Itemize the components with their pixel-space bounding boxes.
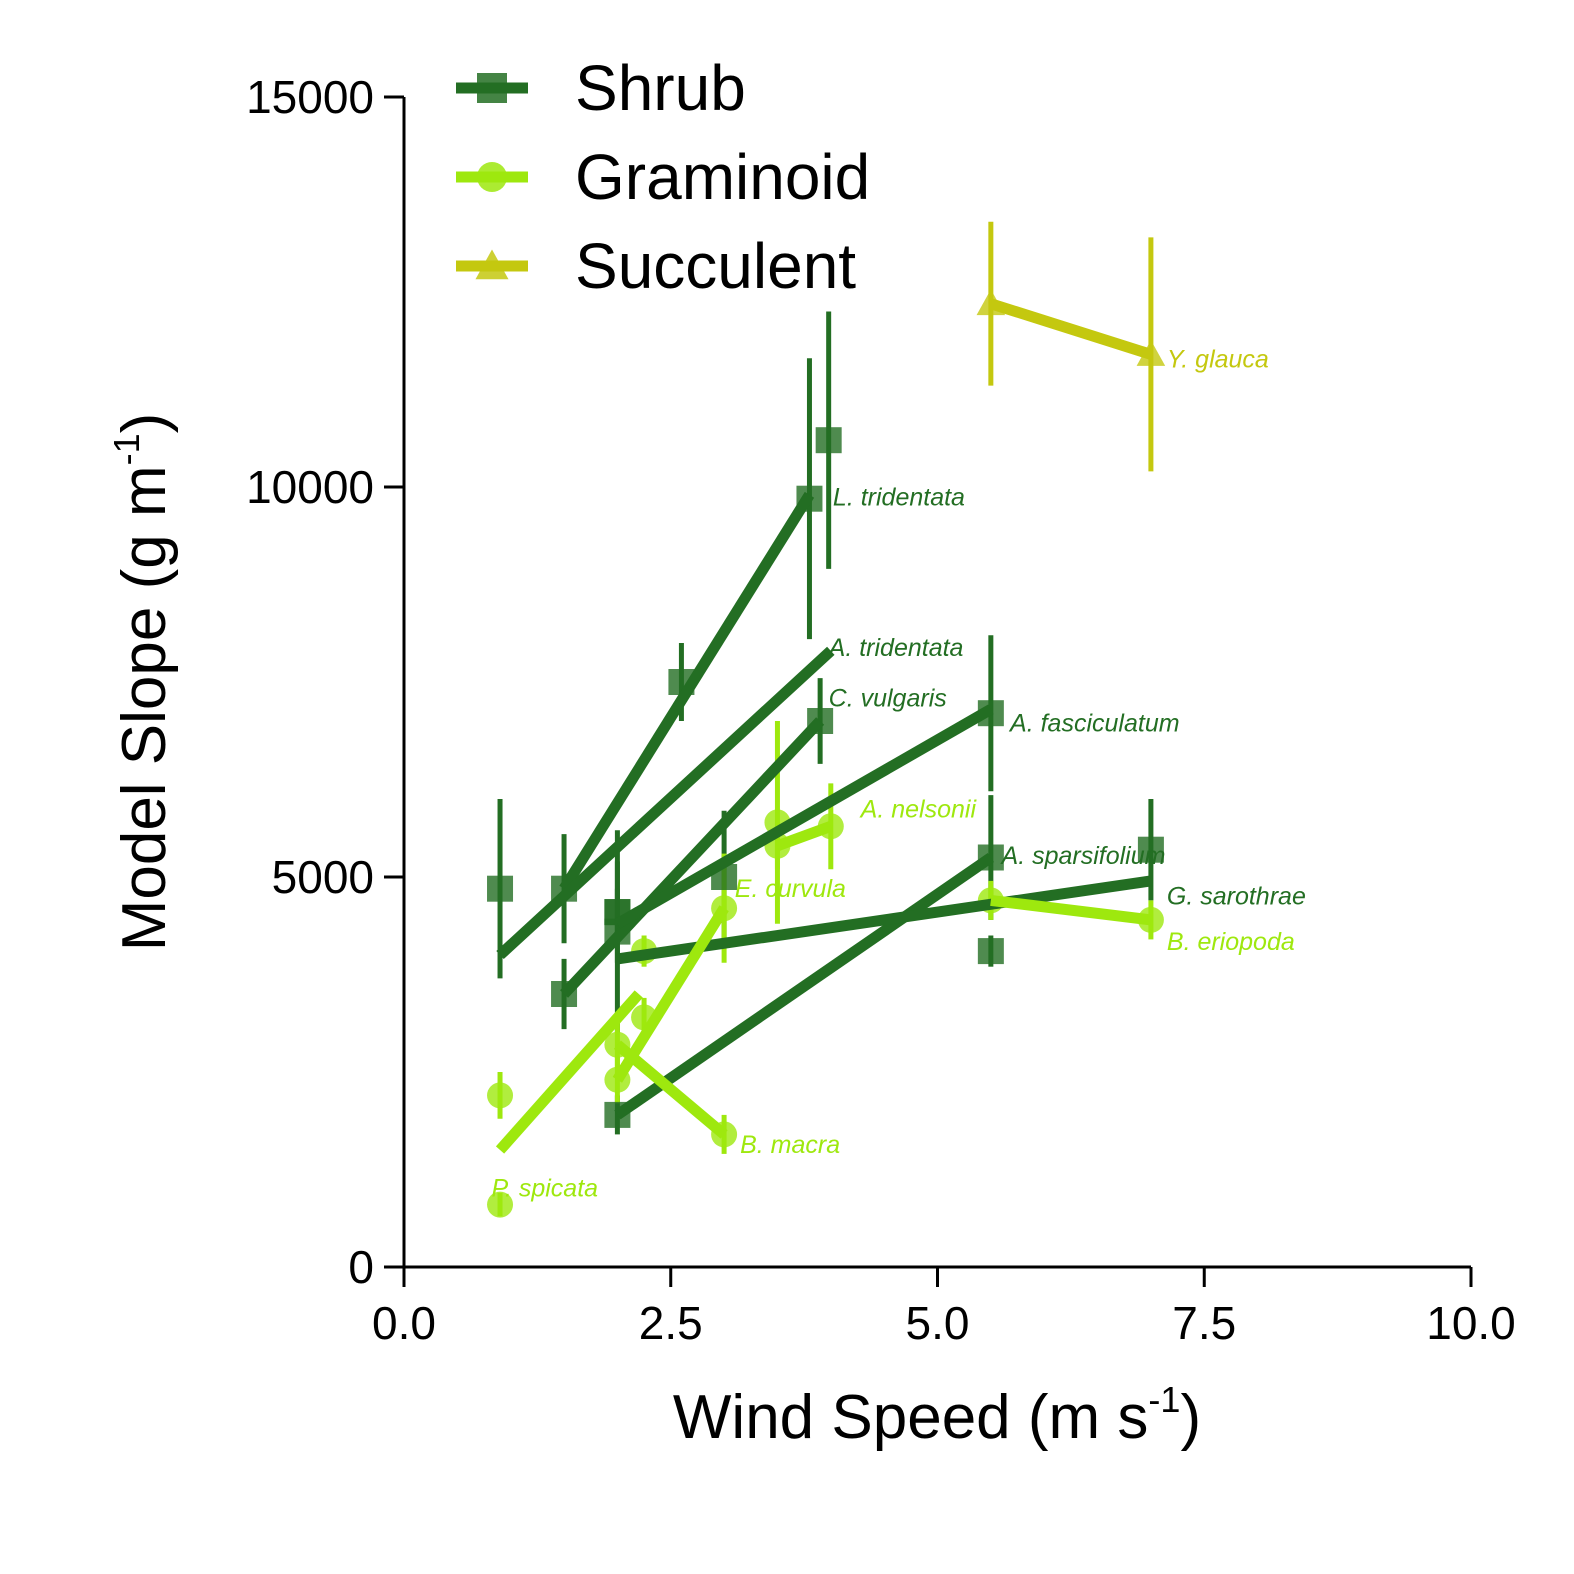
legend-marker-shrub: [477, 73, 507, 103]
species-label-c-vulgaris: C. vulgaris: [829, 685, 947, 713]
y-axis-title-sup: -1: [106, 433, 147, 465]
y-tick-label: 10000: [246, 461, 374, 513]
species-label-p-spicata: P. spicata: [491, 1174, 598, 1202]
fit-line-e-curvula: [612, 905, 729, 1083]
fit-line-b-eriopoda: [990, 894, 1152, 926]
point-g-sarothrae: [977, 938, 1004, 965]
species-label-a-tridentata: A. tridentata: [827, 634, 964, 662]
legend-item-succulent: Succulent: [456, 230, 856, 302]
x-axis-title-main: Wind Speed (m s: [673, 1383, 1149, 1452]
point-p-spicata: [487, 1082, 514, 1109]
species-label-b-eriopoda: B. eriopoda: [1167, 928, 1295, 956]
fit-line-b-macra: [613, 1040, 728, 1139]
legend-label-shrub: Shrub: [575, 52, 746, 124]
y-tick-label: 5000: [272, 851, 374, 903]
fit-line-a-sparsifolium: [614, 852, 994, 1120]
fit-line-a-tridentata: [496, 646, 835, 960]
point-l-tridentata: [815, 427, 842, 454]
species-label-l-tridentata: L. tridentata: [833, 483, 965, 511]
fit-line-p-spicata: [495, 990, 643, 1154]
fit-line-a-fasciculatum: [614, 704, 994, 929]
legend-label-succulent: Succulent: [575, 230, 856, 302]
legend: Shrub Graminoid Succulent: [456, 52, 870, 302]
markers: [487, 289, 1166, 1218]
legend-marker-graminoid: [477, 162, 507, 192]
x-axis-title-sup: -1: [1148, 1379, 1180, 1420]
species-labels: L. tridentata A. tridentata C. vulgaris A. …: [491, 345, 1305, 1202]
legend-label-graminoid: Graminoid: [575, 141, 870, 213]
x-ticks: 0.0 2.5 5.0 7.5 10.0: [372, 1267, 1516, 1349]
species-label-y-glauca: Y. glauca: [1167, 345, 1269, 373]
y-tick-label: 0: [348, 1241, 374, 1293]
species-label-g-sarothrae: G. sarothrae: [1167, 883, 1306, 911]
x-axis-title: Wind Speed (m s-1): [673, 1379, 1201, 1452]
fit-line-l-tridentata: [559, 491, 815, 892]
point-a-tridentata: [487, 875, 514, 902]
x-axis-title-close: ): [1180, 1383, 1201, 1452]
species-label-e-curvula: E. curvula: [735, 875, 846, 903]
x-tick-label: 7.5: [1172, 1297, 1236, 1349]
fit-lines: [495, 298, 1153, 1154]
species-label-a-sparsifolium: A. sparsifolium: [1000, 842, 1166, 870]
fit-line-a-nelsonii: [775, 821, 833, 851]
y-ticks: 0 5000 10000 15000: [246, 71, 404, 1293]
y-tick-label: 15000: [246, 71, 374, 123]
y-axis-title-main: Model Slope (g m: [110, 465, 179, 951]
axes: 0 5000 10000 15000 0.0 2.5 5.0 7.5 10.0: [246, 71, 1516, 1349]
x-tick-label: 2.5: [639, 1297, 703, 1349]
x-tick-label: 10.0: [1426, 1297, 1516, 1349]
y-axis-title-close: ): [110, 413, 179, 434]
fit-line-y-glauca: [989, 298, 1153, 360]
fit-line-c-vulgaris: [560, 717, 825, 998]
x-tick-label: 5.0: [906, 1297, 970, 1349]
species-label-a-nelsonii: A. nelsonii: [859, 795, 978, 823]
x-tick-label: 0.0: [372, 1297, 436, 1349]
legend-item-shrub: Shrub: [456, 52, 746, 124]
species-label-a-fasciculatum: A. fasciculatum: [1008, 710, 1180, 738]
legend-marker-succulent: [475, 249, 509, 280]
y-axis-title: Model Slope (g m-1): [106, 413, 179, 952]
point-g-sarothrae: [1137, 836, 1164, 863]
species-label-b-macra: B. macra: [740, 1131, 840, 1159]
legend-item-graminoid: Graminoid: [456, 141, 870, 213]
point-p-spicata: [487, 1191, 514, 1218]
